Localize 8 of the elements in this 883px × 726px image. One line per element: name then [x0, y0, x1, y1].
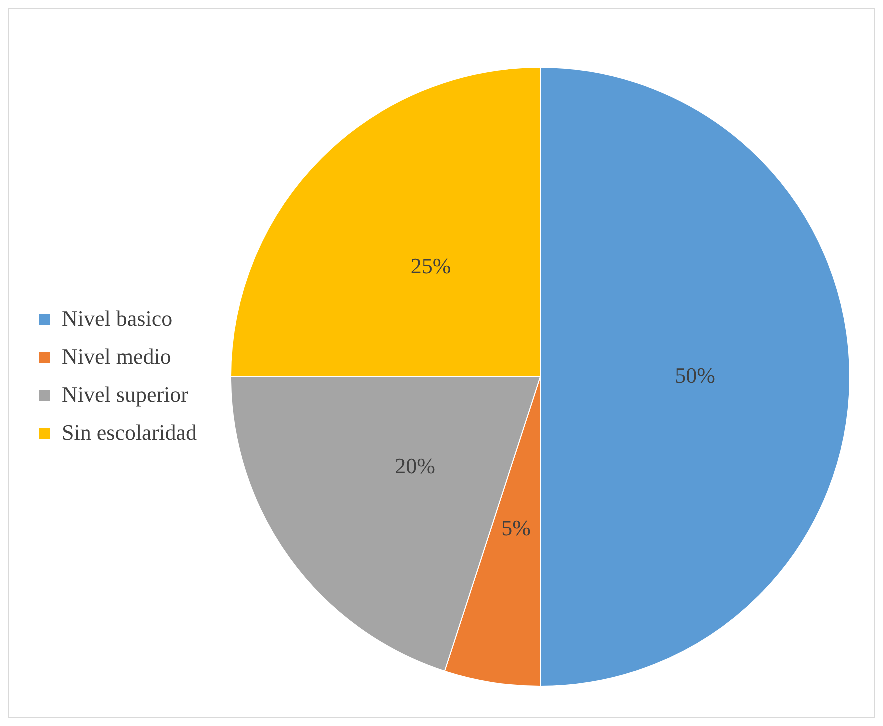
- data-label: 50%: [675, 362, 716, 388]
- legend-label: Nivel medio: [62, 344, 172, 369]
- data-label: 5%: [502, 516, 531, 541]
- legend-label: Nivel basico: [62, 306, 173, 331]
- data-label: 20%: [395, 454, 436, 479]
- data-label: 25%: [410, 253, 452, 278]
- legend-label: Sin escolaridad: [62, 420, 198, 445]
- legend-label: Nivel superior: [62, 382, 190, 407]
